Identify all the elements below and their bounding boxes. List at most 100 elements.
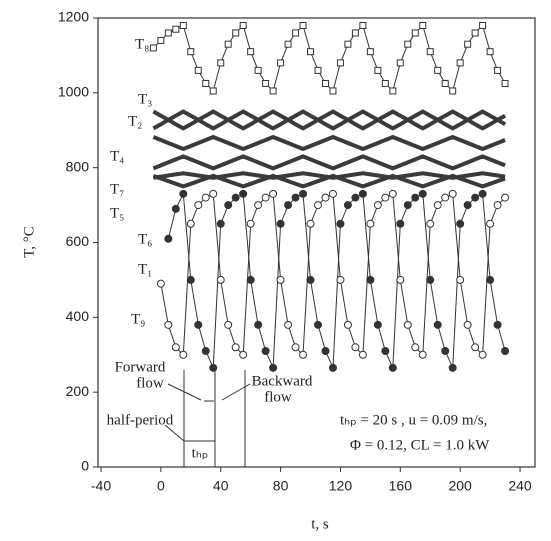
- marker: [216, 275, 225, 284]
- marker: [299, 350, 308, 359]
- marker: [284, 320, 293, 329]
- marker: [493, 201, 502, 210]
- marker: [418, 350, 427, 359]
- series-label: T₃: [138, 91, 152, 107]
- annotation-lines: [164, 370, 251, 467]
- marker: [396, 59, 404, 67]
- marker: [464, 40, 472, 48]
- x-axis-label: t, s: [311, 516, 329, 532]
- marker: [426, 48, 434, 56]
- x-tick-label: 160: [389, 478, 413, 494]
- marker: [156, 279, 165, 288]
- annotation: Φ = 0.12, CL = 1.0 kW: [350, 437, 490, 453]
- marker: [299, 21, 307, 29]
- marker: [299, 189, 308, 198]
- marker: [328, 363, 337, 372]
- marker: [471, 343, 480, 352]
- annotation: Forward: [115, 359, 166, 375]
- marker: [486, 275, 495, 284]
- marker: [201, 347, 210, 356]
- marker: [179, 350, 188, 359]
- annotation: Backward: [252, 373, 313, 389]
- y-tick-label: 400: [66, 308, 90, 324]
- marker: [291, 343, 300, 352]
- marker: [456, 219, 465, 228]
- marker: [179, 21, 187, 29]
- marker: [277, 59, 285, 67]
- marker: [231, 343, 240, 352]
- marker: [411, 343, 420, 352]
- marker: [448, 363, 457, 372]
- marker: [396, 219, 405, 228]
- marker: [194, 201, 203, 210]
- marker: [434, 66, 442, 74]
- marker: [276, 275, 285, 284]
- marker: [276, 219, 285, 228]
- marker: [493, 320, 502, 329]
- marker: [344, 40, 352, 48]
- marker: [389, 87, 397, 95]
- marker: [239, 189, 248, 198]
- marker: [381, 79, 389, 87]
- marker: [313, 201, 322, 210]
- marker: [171, 343, 180, 352]
- marker: [313, 320, 322, 329]
- marker: [441, 347, 450, 356]
- x-tick-label: 120: [329, 478, 353, 494]
- marker: [254, 320, 263, 329]
- marker: [194, 320, 203, 329]
- series-label: T₉: [131, 311, 145, 327]
- marker: [456, 59, 464, 67]
- marker: [164, 29, 172, 37]
- series-line: [152, 154, 506, 171]
- marker: [269, 363, 278, 372]
- marker: [479, 21, 487, 29]
- marker: [179, 189, 188, 198]
- pointer: [221, 383, 251, 401]
- marker: [366, 275, 375, 284]
- y-tick-label: 800: [66, 158, 90, 174]
- marker: [403, 201, 412, 210]
- marker: [336, 59, 344, 67]
- marker: [374, 66, 382, 74]
- marker: [171, 204, 180, 213]
- marker: [456, 275, 465, 284]
- series-line: [167, 192, 506, 369]
- marker: [486, 219, 495, 228]
- marker: [501, 193, 510, 202]
- marker: [494, 66, 502, 74]
- marker: [224, 40, 232, 48]
- marker: [336, 219, 345, 228]
- marker: [261, 193, 270, 202]
- marker: [501, 79, 509, 87]
- marker: [351, 343, 360, 352]
- marker: [201, 193, 210, 202]
- marker: [209, 189, 218, 198]
- y-tick-label: 0: [81, 458, 89, 474]
- marker: [186, 275, 195, 284]
- marker: [441, 193, 450, 202]
- marker: [306, 219, 315, 228]
- series-line: [152, 109, 507, 131]
- marker: [366, 48, 374, 56]
- marker: [217, 59, 225, 67]
- marker: [224, 201, 233, 210]
- marker: [216, 219, 225, 228]
- marker: [396, 275, 405, 284]
- y-tick-label: 200: [66, 383, 90, 399]
- marker: [284, 201, 293, 210]
- x-tick-label: 0: [157, 478, 165, 494]
- marker: [486, 48, 494, 56]
- marker: [306, 275, 315, 284]
- marker: [478, 350, 487, 359]
- marker: [351, 193, 360, 202]
- marker: [478, 189, 487, 198]
- marker: [314, 66, 322, 74]
- pointer: [167, 383, 202, 401]
- marker: [209, 87, 217, 95]
- annotation: tₕₚ: [192, 445, 209, 461]
- marker: [321, 347, 330, 356]
- marker: [291, 193, 300, 202]
- marker: [246, 219, 255, 228]
